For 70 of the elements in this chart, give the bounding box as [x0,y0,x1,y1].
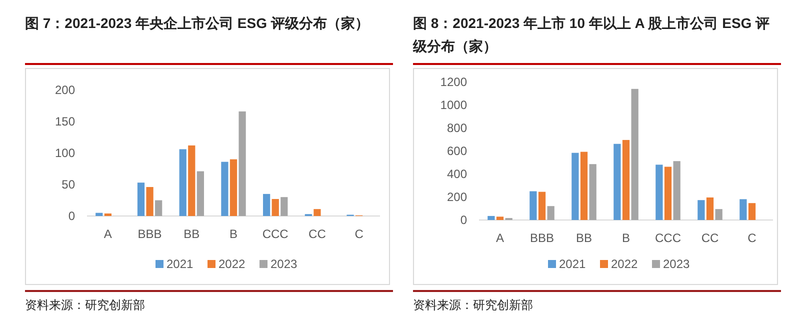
y-tick-label: 150 [54,114,76,128]
y-tick-label: 200 [446,190,468,204]
bar [589,164,596,220]
y-tick-label: 0 [68,209,76,223]
y-tick-label: 1200 [440,75,468,89]
bar [221,162,228,216]
bar [631,88,638,220]
x-tick-label: BB [184,227,200,241]
x-tick-label: BBB [530,231,554,245]
bar [748,203,756,220]
legend-label: 2021 [166,257,194,271]
x-tick-label: B [622,231,630,245]
x-tick-label: CC [701,231,719,245]
y-tick-label: 0 [460,213,468,227]
x-tick-label: A [104,227,112,241]
bar [580,152,588,220]
bar [622,140,630,220]
text: 资料来源：研究创新部 [25,297,145,314]
bar [263,194,270,216]
bar [280,197,288,216]
bar [698,200,705,220]
legend-label: 2023 [663,257,690,271]
legend-label: 2022 [611,257,638,271]
x-tick-label: A [496,231,504,245]
x-tick-label: BBB [138,227,162,241]
x-tick-label: BB [576,231,592,245]
bar [530,191,537,220]
y-tick-label: 200 [54,83,76,97]
legend-label: 2021 [559,257,586,271]
bar [547,206,554,220]
legend-label: 2022 [218,257,246,271]
bar [614,144,621,220]
bar [488,216,495,220]
chart-title: 图 7：2021-2023 年央企上市公司 ESG 评级分布（家） [25,14,370,33]
x-tick-label: B [229,227,238,241]
bar [146,187,154,216]
bar [137,182,145,216]
bar [230,159,238,216]
y-tick-label: 600 [446,144,468,158]
bar [179,149,186,216]
bar [706,197,714,220]
bar [538,192,546,220]
bar [673,161,680,220]
y-tick-label: 800 [446,121,468,135]
bar [188,145,196,216]
x-tick-label: C [748,231,757,245]
bar [496,216,504,220]
x-tick-label: CCC [262,227,289,241]
bar [104,213,112,216]
bar [715,209,722,220]
chart-title: 图 8：2021-2023 年上市 10 年以上 A 股上市公司 ESG 评级分布（家） [413,14,771,56]
y-tick-label: 100 [54,146,76,160]
bar [196,171,204,216]
y-tick-label: 1000 [440,98,468,112]
bar [664,166,672,220]
x-tick-label: C [354,227,364,241]
bar [155,200,162,216]
bar [96,212,103,216]
y-tick-label: 400 [446,167,468,181]
bar [572,152,579,220]
bar [238,111,246,216]
x-tick-label: CCC [655,231,682,245]
bar [272,198,279,216]
x-tick-label: CC [308,227,326,241]
bar [656,164,663,220]
y-tick-label: 50 [62,178,76,192]
text: 资料来源：研究创新部 [413,297,533,314]
legend-label: 2023 [270,257,298,271]
bar [314,209,321,216]
bar [740,199,747,220]
